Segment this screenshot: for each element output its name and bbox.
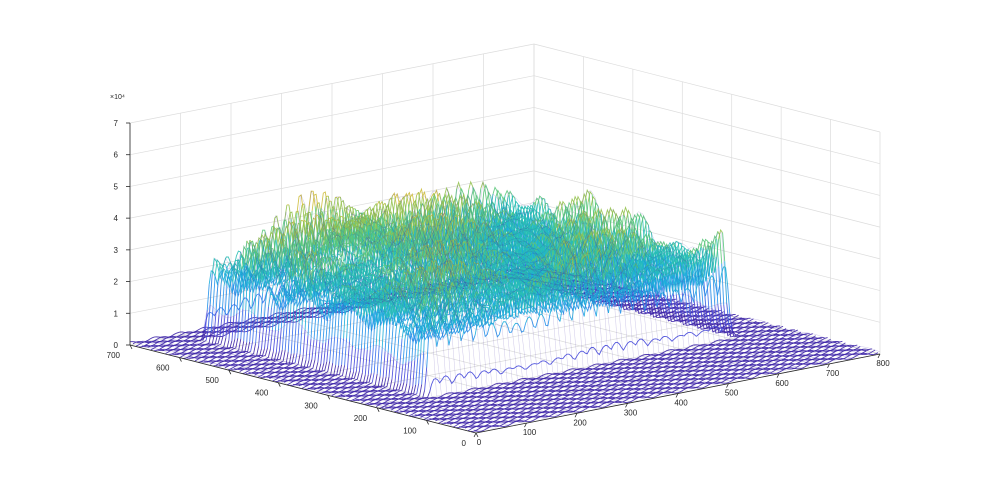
surface-line [321,343,323,364]
surface-line [241,309,243,339]
surface-line [377,346,379,374]
surface-line [623,208,627,216]
surface-line [222,286,224,315]
surface-line [324,342,326,363]
surface-line [276,331,278,353]
surface-line [356,349,358,371]
surface-line [262,328,264,349]
surface-layer [130,182,880,432]
surface-line [374,345,376,372]
grid-line-back-z [534,107,880,195]
surface-line [359,349,361,372]
surface-line [345,339,347,366]
surface-line [294,322,296,353]
surface-line [273,331,275,352]
surface-line [561,202,565,211]
surface-line [394,330,396,357]
surface-line [353,311,355,346]
surface-line [538,196,542,204]
surface-line [339,338,341,365]
surface-line [330,337,332,362]
surface-line [405,196,407,212]
surface-line [297,323,299,353]
surface-line [268,330,270,348]
surface-line [505,191,509,196]
surface-line [213,276,215,307]
surface-line [291,322,293,354]
surface-line [508,191,512,197]
surface-line [318,342,320,363]
surface-line [309,339,311,360]
surface-line [342,338,344,365]
surface-line [362,349,364,373]
surface-line [365,350,367,375]
surface-line [306,336,308,360]
surface-line [676,295,678,313]
surface-line [300,325,302,354]
surface-line [269,294,275,306]
surface-line [391,326,393,354]
surface-line [388,323,390,353]
surface-line [395,361,397,382]
surface-line [279,328,281,351]
surface-line [351,346,353,371]
surface-line [356,316,358,349]
surface-line [372,372,374,382]
surface-line [397,335,399,361]
surface-line [265,330,267,349]
surface-line [207,284,209,310]
surface-line [393,198,395,214]
grid-line-back-z [534,76,880,164]
surface-line [405,318,407,321]
surface-line [371,348,373,374]
surface-line [576,197,580,205]
surface-line [320,315,322,341]
surface-line [317,314,319,340]
surface-line [341,216,343,217]
surface-line [336,338,338,366]
surface-line [300,205,302,220]
surface-line [272,297,274,308]
surface-line [354,349,356,372]
surface-line [251,342,253,352]
surface-line [295,353,297,363]
surface-line [312,340,314,360]
surface-line [321,192,327,208]
surface-line [368,350,370,375]
grid-line-back-z [534,44,880,132]
surface-line [392,357,394,380]
surface-line [315,340,317,360]
